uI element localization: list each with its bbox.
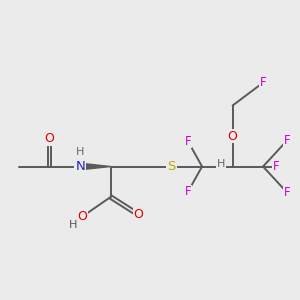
Text: F: F (184, 185, 191, 198)
Text: H: H (69, 220, 78, 230)
Text: F: F (260, 76, 266, 89)
Polygon shape (80, 163, 111, 170)
Text: F: F (184, 135, 191, 148)
Text: O: O (228, 130, 238, 142)
Text: H: H (217, 159, 226, 169)
Text: O: O (78, 210, 88, 223)
Text: O: O (45, 132, 55, 145)
Text: S: S (167, 160, 176, 173)
Text: F: F (284, 134, 291, 147)
Text: F: F (284, 186, 291, 200)
Text: H: H (76, 147, 84, 157)
Text: N: N (75, 160, 85, 173)
Text: O: O (134, 208, 143, 221)
Text: F: F (272, 160, 279, 173)
